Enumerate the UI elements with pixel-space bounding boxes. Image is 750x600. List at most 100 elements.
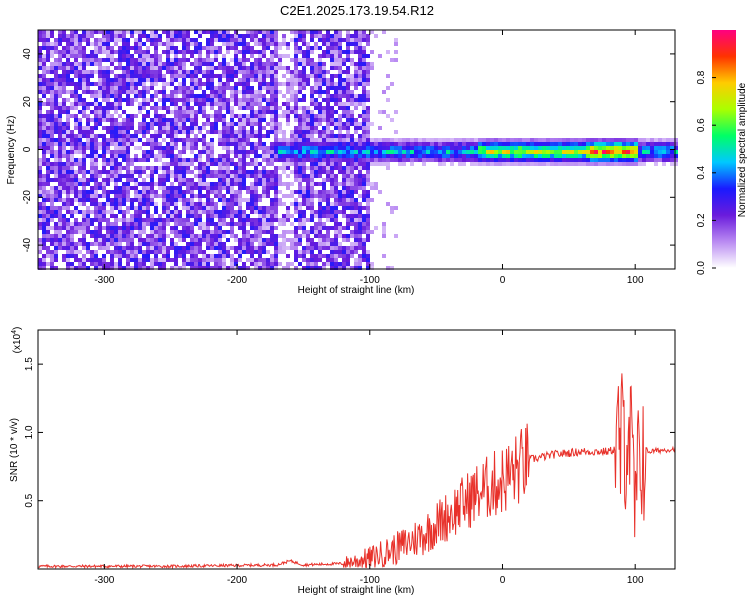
spectrogram-cell: [38, 174, 42, 178]
spectrogram-cell: [58, 242, 62, 246]
spectrogram-cell: [250, 30, 254, 34]
spectrogram-cell: [270, 162, 274, 166]
spectrogram-cell: [190, 226, 194, 230]
spectrogram-cell: [290, 182, 294, 186]
spectrogram-cell: [214, 94, 218, 98]
spectrogram-cell: [146, 70, 150, 74]
spectrogram-cell: [226, 138, 230, 142]
spectrogram-cell: [38, 118, 42, 122]
spectrogram-cell: [330, 66, 334, 70]
spectrogram-cell: [50, 194, 54, 198]
spectrogram-cell: [114, 242, 118, 246]
spectrogram-cell: [206, 66, 210, 70]
spectrogram-cell: [194, 118, 198, 122]
spectrogram-cell: [286, 142, 290, 146]
spectrogram-cell: [110, 266, 114, 270]
spectrogram-cell: [426, 146, 430, 150]
spectrogram-cell: [66, 218, 70, 222]
spectrogram-cell: [62, 174, 66, 178]
spectrogram-cell: [50, 262, 54, 266]
spectrogram-cell: [638, 142, 642, 146]
spectrogram-cell: [74, 254, 78, 258]
spectrogram-cell: [326, 262, 330, 266]
spectrogram-cell: [238, 134, 242, 138]
spectrogram-cell: [58, 34, 62, 38]
spectrogram-cell: [82, 246, 86, 250]
spectrogram-cell: [46, 130, 50, 134]
spectrogram-cell: [122, 254, 126, 258]
spectrogram-cell: [62, 182, 66, 186]
spectrogram-cell: [270, 86, 274, 90]
spectrogram-cell: [166, 50, 170, 54]
spectrogram-cell: [346, 218, 350, 222]
spectrogram-cell: [246, 198, 250, 202]
spectrogram-cell: [306, 230, 310, 234]
spectrogram-cell: [222, 258, 226, 262]
spectrogram-cell: [74, 186, 78, 190]
spectrogram-cell: [346, 226, 350, 230]
spectrogram-cell: [182, 34, 186, 38]
spectrogram-cell: [66, 250, 70, 254]
spectrogram-cell: [358, 98, 362, 102]
spectrogram-cell: [302, 38, 306, 42]
spectrogram-cell: [122, 202, 126, 206]
spectrogram-cell: [54, 82, 58, 86]
spectrogram-cell: [242, 186, 246, 190]
spectrogram-cell: [338, 222, 342, 226]
spectrogram-cell: [122, 122, 126, 126]
spectrogram-cell: [258, 54, 262, 58]
spectrogram-cell: [286, 194, 290, 198]
spectrogram-cell: [162, 186, 166, 190]
spectrogram-cell: [182, 266, 186, 270]
spectrogram-cell: [210, 142, 214, 146]
spectrogram-cell: [58, 170, 62, 174]
spectrogram-cell: [610, 162, 614, 166]
spectrogram-cell: [54, 38, 58, 42]
spectrogram-cell: [134, 226, 138, 230]
spectrogram-cell: [162, 250, 166, 254]
spectrogram-cell: [134, 222, 138, 226]
spectrogram-cell: [338, 154, 342, 158]
spectrogram-cell: [58, 198, 62, 202]
spectrogram-cell: [54, 250, 58, 254]
spectrogram-cell: [234, 38, 238, 42]
spectrogram-cell: [130, 230, 134, 234]
spectrogram-cell: [286, 154, 290, 158]
spectrogram-cell: [94, 190, 98, 194]
spectrogram-cell: [210, 90, 214, 94]
spectrogram-cell: [142, 250, 146, 254]
spectrogram-cell: [130, 178, 134, 182]
spectrogram-cell: [254, 174, 258, 178]
spectrogram-cell: [154, 226, 158, 230]
spectrogram-cell: [302, 86, 306, 90]
spectrogram-cell: [202, 30, 206, 34]
spectrogram-cell: [246, 90, 250, 94]
spectrogram-cell: [282, 266, 286, 270]
spectrogram-cell: [190, 110, 194, 114]
spectrogram-cell: [266, 38, 270, 42]
spectrogram-cell: [78, 158, 82, 162]
spectrogram-cell: [226, 142, 230, 146]
spectrogram-cell: [74, 66, 78, 70]
spectrogram-cell: [102, 210, 106, 214]
spectrogram-cell: [198, 250, 202, 254]
spectrogram-cell: [162, 190, 166, 194]
spectrogram-cell: [94, 62, 98, 66]
spectrogram-cell: [206, 218, 210, 222]
spectrogram-cell: [326, 238, 330, 242]
spectrogram-cell: [130, 142, 134, 146]
spectrogram-cell: [538, 150, 542, 154]
spectrogram-cell: [206, 170, 210, 174]
spectrogram-cell: [170, 102, 174, 106]
spectrogram-cell: [278, 166, 282, 170]
spectrogram-cell: [158, 154, 162, 158]
spectrogram-cell: [66, 230, 70, 234]
spectrogram-cell: [254, 70, 258, 74]
spectrogram-cell: [334, 126, 338, 130]
spectrogram-cell: [302, 114, 306, 118]
spectrogram-cell: [558, 138, 562, 142]
spectrogram-cell: [550, 158, 554, 162]
spectrogram-cell: [218, 174, 222, 178]
spectrogram-cell: [538, 154, 542, 158]
